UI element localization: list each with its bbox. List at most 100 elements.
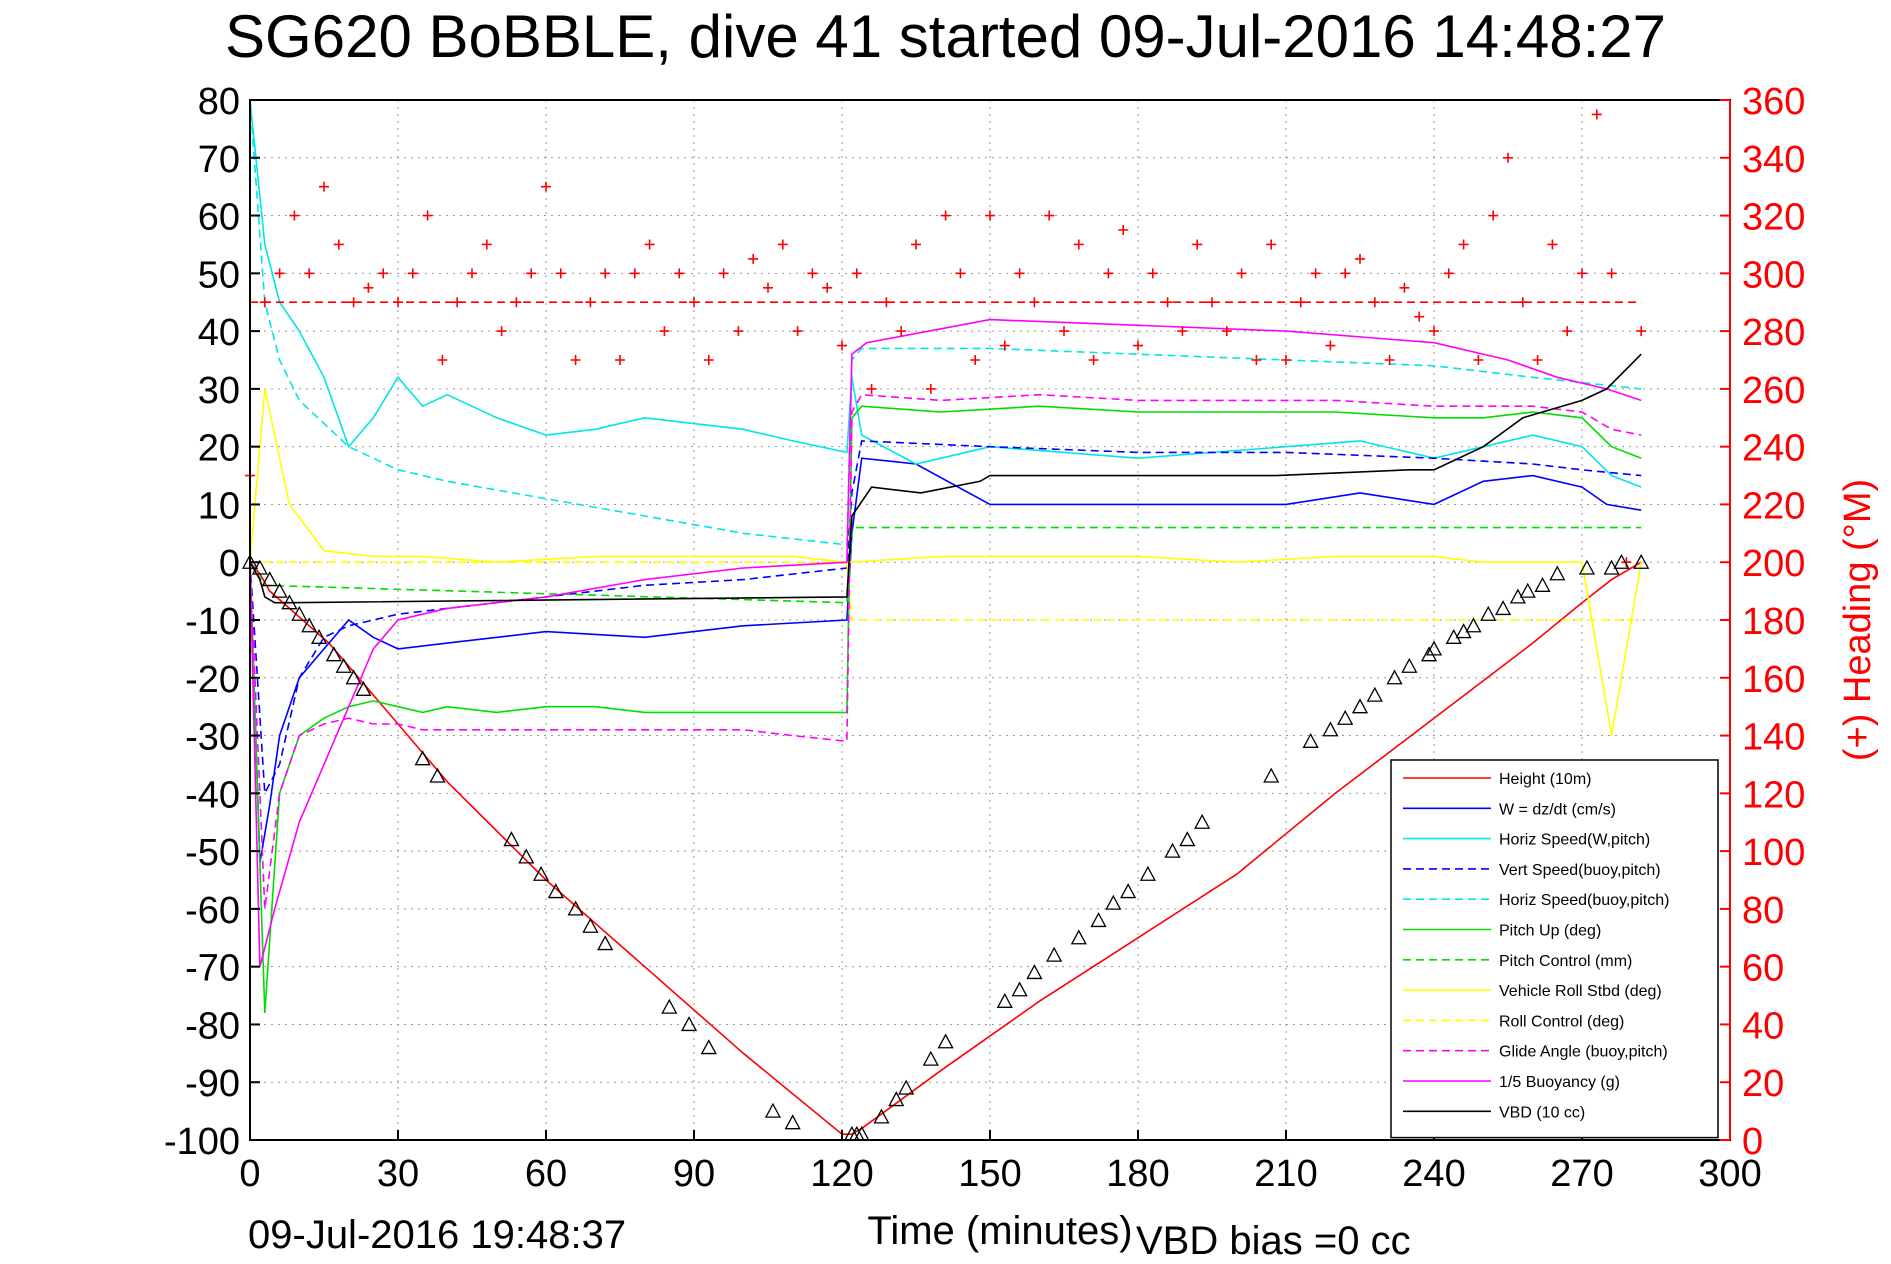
heading-point	[689, 297, 699, 308]
y2-tick-label: 160	[1742, 659, 1805, 701]
y-tick-label: -70	[185, 948, 240, 990]
depth-marker	[661, 998, 678, 1014]
depth-marker	[1420, 646, 1438, 662]
x-tick-label: 270	[1550, 1153, 1613, 1195]
legend-label: Vehicle Roll Stbd (deg)	[1499, 983, 1662, 1000]
heading-point	[1340, 268, 1351, 279]
legend-label: 1/5 Buoyancy (g)	[1499, 1074, 1620, 1091]
depth-marker	[582, 917, 599, 933]
depth-marker	[996, 992, 1013, 1008]
x-tick-label: 60	[525, 1153, 567, 1195]
heading-point	[1147, 268, 1158, 279]
x-tick-label: 300	[1698, 1153, 1761, 1195]
heading-point	[1429, 326, 1439, 337]
heading-point	[777, 239, 788, 250]
heading-point	[319, 181, 329, 192]
depth-marker	[1139, 865, 1156, 881]
depth-marker	[281, 594, 298, 610]
y-tick-label: -90	[185, 1063, 240, 1105]
depth-marker	[1351, 698, 1369, 714]
heading-point	[1103, 268, 1114, 279]
depth-marker	[1046, 946, 1063, 962]
y2-tick-label: 20	[1742, 1063, 1784, 1105]
heading-point	[1281, 355, 1291, 365]
depth-marker	[1534, 576, 1551, 592]
legend-label: Pitch Control (mm)	[1499, 953, 1632, 970]
y2-tick-label: 300	[1742, 254, 1805, 296]
y2-tick-label: 140	[1742, 717, 1805, 759]
y2-tick-label: 260	[1742, 370, 1805, 412]
depth-marker	[1302, 732, 1319, 748]
heading-point	[718, 268, 729, 279]
heading-point	[363, 282, 374, 293]
depth-marker	[1519, 582, 1536, 598]
depth-marker	[251, 559, 268, 575]
heading-point	[896, 326, 907, 337]
heading-point	[481, 239, 492, 250]
heading-point	[467, 268, 477, 279]
heading-point	[1207, 297, 1217, 308]
heading-point	[1591, 109, 1602, 120]
depth-marker	[922, 1050, 939, 1066]
depth-marker	[1070, 929, 1087, 945]
vbd-bias-label: VBD bias =0 cc	[1136, 1219, 1411, 1263]
y-tick-label: -30	[185, 717, 240, 759]
depth-marker	[261, 571, 278, 587]
heading-point	[1384, 355, 1395, 365]
y2-tick-label: 340	[1742, 139, 1805, 181]
y-tick-label: -10	[185, 601, 240, 643]
x-tick-label: 240	[1402, 1153, 1465, 1195]
legend-label: VBD (10 cc)	[1499, 1104, 1585, 1121]
heading-point	[925, 383, 936, 394]
depth-marker	[1445, 628, 1462, 644]
heading-point	[348, 297, 359, 308]
y2-tick-label: 100	[1742, 832, 1805, 874]
heading-point	[1133, 340, 1143, 351]
heading-point	[644, 239, 655, 250]
chart-title: SG620 BoBBLE, dive 41 started 09-Jul-201…	[225, 3, 1666, 70]
heading-point	[763, 282, 773, 293]
depth-marker	[1026, 964, 1043, 980]
depth-marker	[784, 1114, 801, 1130]
y2-tick-label: 320	[1742, 197, 1805, 239]
heading-point	[629, 268, 640, 279]
heading-point	[615, 355, 625, 365]
x-tick-label: 30	[377, 1153, 419, 1195]
axis-ticks: 0 30 60 90 120 150 180 210 240 270 300807060504030…	[164, 81, 1805, 1195]
series-line	[249, 99, 1642, 546]
y-tick-label: 70	[198, 139, 240, 181]
y-tick-label: -60	[185, 890, 240, 932]
heading-point	[748, 253, 759, 264]
heading-point	[1606, 268, 1617, 279]
heading-point	[985, 210, 995, 221]
depth-marker	[873, 1108, 890, 1124]
heading-point	[1355, 253, 1365, 264]
heading-scatter	[245, 109, 1647, 568]
heading-point	[585, 297, 596, 308]
y-tick-label: 10	[198, 485, 240, 527]
heading-point	[1399, 282, 1410, 293]
depth-marker	[1603, 559, 1620, 575]
depth-marker	[310, 628, 328, 644]
y-tick-label: -100	[164, 1121, 240, 1163]
depth-marker	[1494, 600, 1512, 616]
heading-point	[866, 383, 877, 394]
series-line	[249, 388, 1642, 736]
heading-point	[304, 268, 315, 279]
heading-point	[955, 268, 966, 279]
depth-marker	[532, 865, 550, 881]
depth-marker	[1549, 565, 1566, 581]
depth-marker	[1011, 981, 1028, 997]
depth-marker	[1105, 894, 1122, 910]
depth-marker	[547, 883, 564, 899]
legend-label: W = dz/dt (cm/s)	[1499, 801, 1616, 818]
heading-point	[1562, 326, 1573, 337]
depth-marker	[503, 831, 520, 847]
legend-label: Horiz Speed(buoy,pitch)	[1499, 892, 1669, 909]
heading-point	[407, 268, 418, 279]
heading-point	[555, 268, 566, 279]
legend-box	[1390, 759, 1719, 1139]
y2-tick-label: 60	[1742, 948, 1784, 990]
series-line	[249, 318, 1642, 967]
